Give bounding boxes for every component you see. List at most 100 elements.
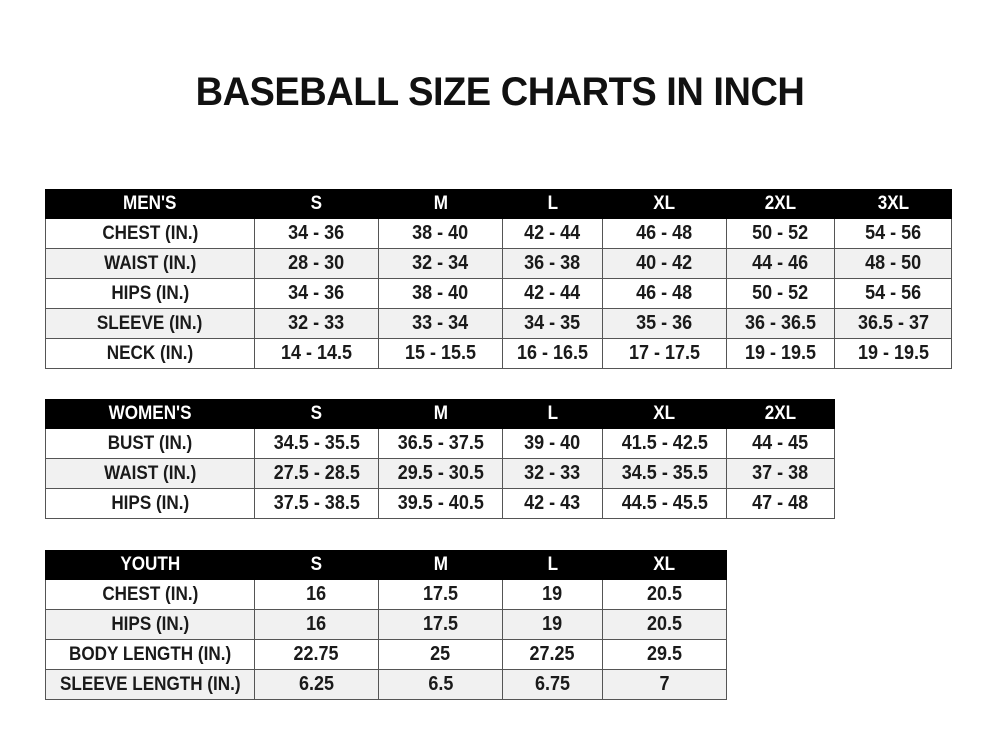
size-value: 36.5 - 37.5	[378, 428, 503, 459]
size-value: 39.5 - 40.5	[378, 488, 503, 519]
size-value: 20.5	[602, 609, 727, 640]
measurement-label: WAIST (IN.)	[45, 248, 255, 279]
cell-text: 44 - 45	[752, 432, 809, 454]
header-text: XL	[653, 193, 676, 214]
cell-text: 22.75	[293, 643, 340, 665]
cell-text: 47 - 48	[752, 492, 809, 514]
measurement-label: HIPS (IN.)	[45, 278, 255, 309]
measurement-label: BUST (IN.)	[45, 428, 255, 459]
cell-text: 19	[542, 583, 563, 605]
header-text: S	[310, 403, 323, 424]
cell-text: 34 - 36	[288, 282, 345, 304]
size-value: 50 - 52	[726, 218, 835, 249]
cell-text: 16 - 16.5	[516, 342, 589, 364]
size-value: 42 - 44	[502, 218, 603, 249]
size-value: 39 - 40	[502, 428, 603, 459]
size-value: 46 - 48	[602, 218, 727, 249]
cell-text: 19	[542, 613, 563, 635]
size-header: S	[254, 399, 379, 429]
cell-text: HIPS (IN.)	[111, 282, 189, 304]
cell-text: 17.5	[422, 613, 459, 635]
size-value: 50 - 52	[726, 278, 835, 309]
measurement-label: BODY LENGTH (IN.)	[45, 639, 255, 670]
size-value: 37.5 - 38.5	[254, 488, 379, 519]
size-value: 6.75	[502, 669, 603, 700]
size-value: 48 - 50	[834, 248, 952, 279]
header-text: XL	[653, 554, 676, 575]
header-text: S	[310, 554, 323, 575]
size-header: 2XL	[726, 399, 835, 429]
header-text: WOMEN'S	[108, 403, 192, 424]
cell-text: 42 - 43	[524, 492, 581, 514]
cell-text: 36 - 36.5	[744, 312, 817, 334]
table-row: WAIST (IN.) 27.5 - 28.5 29.5 - 30.5 32 - 33…	[45, 458, 835, 489]
header-text: L	[547, 193, 558, 214]
size-value: 36.5 - 37	[834, 308, 952, 339]
size-value: 34.5 - 35.5	[602, 458, 727, 489]
header-text: 2XL	[764, 403, 797, 424]
cell-text: 50 - 52	[752, 222, 809, 244]
size-value: 33 - 34	[378, 308, 503, 339]
header-text: 2XL	[764, 193, 797, 214]
cell-text: 44.5 - 45.5	[621, 492, 708, 514]
cell-text: 32 - 33	[524, 462, 581, 484]
table-row: CHEST (IN.) 34 - 36 38 - 40 42 - 44 46 - 48 5…	[45, 218, 952, 249]
size-value: 32 - 33	[254, 308, 379, 339]
cell-text: HIPS (IN.)	[111, 613, 189, 635]
cell-text: 44 - 46	[752, 252, 809, 274]
table-row: BUST (IN.) 34.5 - 35.5 36.5 - 37.5 39 - 40 4…	[45, 428, 835, 459]
cell-text: 28 - 30	[288, 252, 345, 274]
cell-text: 19 - 19.5	[744, 342, 817, 364]
measurement-label: HIPS (IN.)	[45, 609, 255, 640]
size-header: M	[378, 399, 503, 429]
cell-text: 32 - 33	[288, 312, 345, 334]
cell-text: 29.5	[646, 643, 683, 665]
cell-text: BODY LENGTH (IN.)	[68, 643, 232, 665]
cell-text: 15 - 15.5	[404, 342, 477, 364]
mens-size-table: MEN'S S M L XL 2XL 3XL CHEST (IN.) 34 - 36 38 - 4…	[45, 189, 952, 369]
header-text: XL	[653, 403, 676, 424]
size-value: 6.25	[254, 669, 379, 700]
size-value: 16 - 16.5	[502, 338, 603, 369]
size-value: 16	[254, 579, 379, 610]
cell-text: 19 - 19.5	[857, 342, 929, 364]
size-value: 34 - 36	[254, 278, 379, 309]
cell-text: BUST (IN.)	[107, 432, 193, 454]
header-text: L	[547, 554, 558, 575]
header-row: WOMEN'S S M L XL 2XL	[45, 399, 835, 429]
category-header: WOMEN'S	[45, 399, 255, 429]
size-value: 17 - 17.5	[602, 338, 727, 369]
table-row: BODY LENGTH (IN.) 22.75 25 27.25 29.5	[45, 639, 727, 670]
table-row: HIPS (IN.) 37.5 - 38.5 39.5 - 40.5 42 - 43 4…	[45, 488, 835, 519]
table-row: SLEEVE (IN.) 32 - 33 33 - 34 34 - 35 35 - 36…	[45, 308, 952, 339]
cell-text: 29.5 - 30.5	[397, 462, 484, 484]
cell-text: 27.5 - 28.5	[273, 462, 360, 484]
header-text: MEN'S	[123, 193, 177, 214]
size-value: 37 - 38	[726, 458, 835, 489]
cell-text: 35 - 36	[636, 312, 693, 334]
page-title: BASEBALL SIZE CHARTS IN INCH	[195, 70, 805, 114]
cell-text: 41.5 - 42.5	[621, 432, 708, 454]
size-value: 38 - 40	[378, 218, 503, 249]
header-text: M	[433, 403, 448, 424]
cell-text: 38 - 40	[412, 222, 469, 244]
size-value: 40 - 42	[602, 248, 727, 279]
table-row: WAIST (IN.) 28 - 30 32 - 34 36 - 38 40 - 42 4…	[45, 248, 952, 279]
size-value: 29.5 - 30.5	[378, 458, 503, 489]
size-value: 20.5	[602, 579, 727, 610]
cell-text: 36.5 - 37	[857, 312, 929, 334]
size-value: 35 - 36	[602, 308, 727, 339]
cell-text: 46 - 48	[636, 282, 693, 304]
size-value: 46 - 48	[602, 278, 727, 309]
cell-text: 6.25	[298, 673, 335, 695]
size-value: 7	[602, 669, 727, 700]
table-row: CHEST (IN.) 16 17.5 19 20.5	[45, 579, 727, 610]
cell-text: CHEST (IN.)	[102, 583, 198, 605]
cell-text: WAIST (IN.)	[103, 462, 197, 484]
cell-text: 16	[306, 583, 327, 605]
size-value: 34.5 - 35.5	[254, 428, 379, 459]
size-header: M	[378, 550, 503, 580]
size-value: 22.75	[254, 639, 379, 670]
cell-text: 48 - 50	[864, 252, 922, 274]
cell-text: 46 - 48	[636, 222, 693, 244]
